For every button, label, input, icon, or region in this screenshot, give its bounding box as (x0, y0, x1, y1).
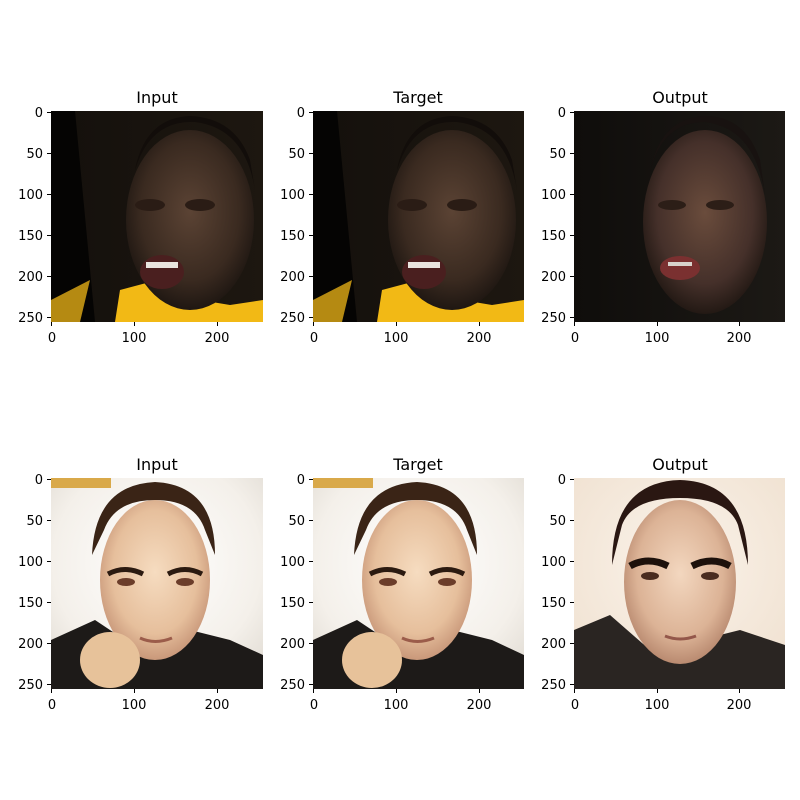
panel-row1-input: Input 0 100 200 (18, 88, 263, 346)
y-tick-label: 0 (35, 106, 43, 121)
panel-title: Target (392, 88, 443, 107)
y-tick-label: 150 (541, 596, 566, 611)
y-tick-label: 100 (541, 555, 566, 570)
face-image (313, 478, 524, 689)
y-tick-label: 250 (280, 311, 305, 326)
x-axis (313, 322, 480, 326)
panel-title: Output (652, 455, 708, 474)
x-tick-label: 200 (467, 698, 492, 713)
y-tick-label: 50 (549, 147, 566, 162)
face-image (574, 111, 785, 322)
x-tick-label: 200 (727, 331, 752, 346)
panel-title: Target (392, 455, 443, 474)
x-tick-label: 100 (122, 698, 147, 713)
panel-title: Input (136, 88, 177, 107)
y-tick-label: 100 (18, 555, 43, 570)
y-tick-label: 200 (280, 270, 305, 285)
x-tick-label: 200 (467, 331, 492, 346)
y-tick-label: 200 (18, 637, 43, 652)
x-tick-label: 0 (571, 698, 579, 713)
x-tick-label: 0 (48, 698, 56, 713)
x-tick-label: 0 (310, 698, 318, 713)
y-tick-label: 150 (18, 229, 43, 244)
panel-title: Output (652, 88, 708, 107)
x-axis (574, 322, 740, 326)
face-image (313, 111, 524, 322)
y-tick-label: 150 (541, 229, 566, 244)
x-axis (51, 689, 218, 693)
face-image (574, 478, 785, 689)
y-axis (47, 112, 51, 318)
x-tick-label: 100 (384, 331, 409, 346)
y-tick-label: 0 (558, 473, 566, 488)
y-tick-label: 200 (541, 637, 566, 652)
y-tick-label: 200 (280, 637, 305, 652)
y-tick-label: 100 (280, 188, 305, 203)
x-tick-label: 100 (645, 698, 670, 713)
panel-row2-output: Output 0 100 200 (541, 455, 785, 713)
y-axis (309, 479, 313, 685)
y-tick-label: 0 (558, 106, 566, 121)
x-tick-label: 0 (48, 331, 56, 346)
y-tick-label: 200 (541, 270, 566, 285)
y-tick-label: 100 (541, 188, 566, 203)
x-tick-label: 100 (122, 331, 147, 346)
panel-row1-target: Target 0 100 200 (280, 88, 524, 346)
y-tick-label: 200 (18, 270, 43, 285)
x-tick-label: 200 (727, 698, 752, 713)
y-axis (570, 112, 574, 318)
x-tick-label: 100 (384, 698, 409, 713)
y-tick-label: 150 (280, 596, 305, 611)
x-axis (313, 689, 480, 693)
face-image (51, 111, 263, 322)
y-tick-label: 100 (280, 555, 305, 570)
y-tick-label: 50 (288, 147, 305, 162)
x-tick-label: 100 (645, 331, 670, 346)
y-tick-label: 0 (297, 106, 305, 121)
panel-row2-input: Input 0 100 200 (18, 455, 263, 713)
y-tick-label: 50 (26, 147, 43, 162)
y-tick-label: 250 (18, 311, 43, 326)
face-image (51, 478, 263, 689)
y-tick-label: 50 (288, 514, 305, 529)
y-tick-label: 0 (297, 473, 305, 488)
x-tick-label: 0 (571, 331, 579, 346)
panel-row1-output: Output 0 100 200 0 (541, 88, 785, 346)
y-tick-label: 250 (541, 678, 566, 693)
y-tick-label: 250 (280, 678, 305, 693)
y-tick-label: 100 (18, 188, 43, 203)
x-axis (574, 689, 740, 693)
y-tick-label: 250 (541, 311, 566, 326)
x-tick-label: 0 (310, 331, 318, 346)
x-tick-label: 200 (205, 698, 230, 713)
y-tick-label: 150 (18, 596, 43, 611)
y-tick-label: 0 (35, 473, 43, 488)
y-tick-label: 50 (26, 514, 43, 529)
panel-title: Input (136, 455, 177, 474)
y-axis (309, 112, 313, 318)
y-axis (570, 479, 574, 685)
y-tick-label: 150 (280, 229, 305, 244)
x-axis (51, 322, 218, 326)
y-tick-label: 50 (549, 514, 566, 529)
y-axis (47, 479, 51, 685)
panel-row2-target: Target 0 100 200 (280, 455, 524, 713)
x-tick-label: 200 (205, 331, 230, 346)
y-tick-label: 250 (18, 678, 43, 693)
